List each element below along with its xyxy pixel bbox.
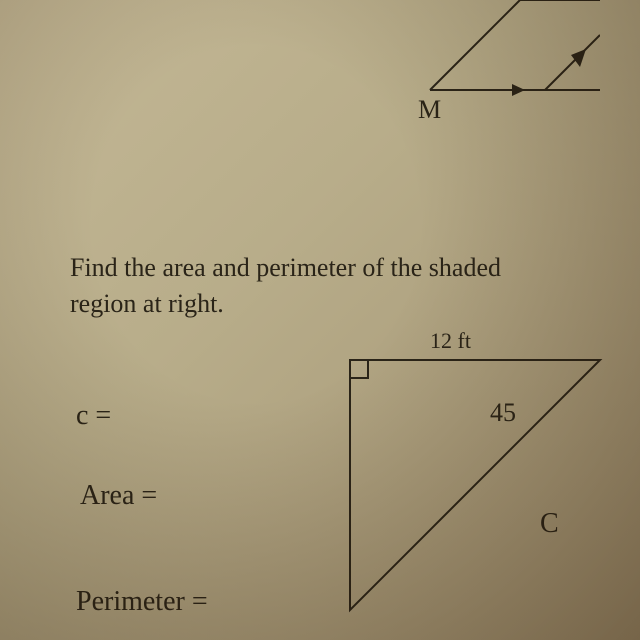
right-angle-marker [350, 360, 368, 378]
answer-perimeter-prompt: Perimeter = [76, 586, 208, 618]
problem-line-2: region at right. [70, 286, 501, 322]
upper-parallelogram-diagram: Y M [400, 0, 600, 130]
upper-diagram-svg: Y M [400, 0, 600, 130]
answer-area-prompt: Area = [80, 480, 157, 512]
answer-c-prompt: c = [76, 400, 111, 432]
problem-text: Find the area and perimeter of the shade… [70, 250, 501, 323]
problem-line-1: Find the area and perimeter of the shade… [70, 250, 501, 286]
triangle-hypotenuse-C-label: C [540, 508, 559, 540]
vertex-label-Y: Y [530, 0, 547, 1]
triangle-angle-45-label: 45 [490, 398, 516, 428]
vertex-label-M: M [418, 95, 441, 124]
right-triangle-diagram [290, 350, 630, 640]
